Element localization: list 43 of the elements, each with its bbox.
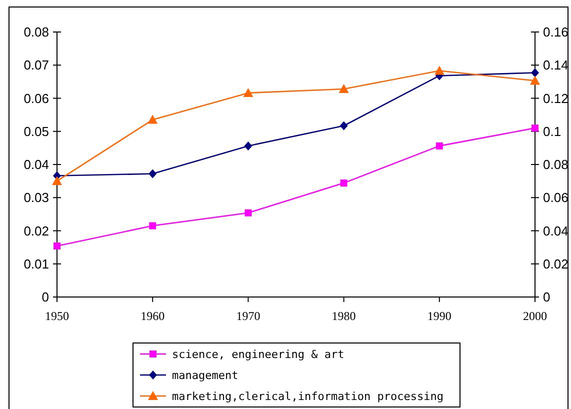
y2-tick-label: 0.14 — [543, 58, 568, 73]
y-tick-label: 0.08 — [24, 24, 49, 40]
y-tick-label: 0.05 — [24, 124, 49, 139]
y-tick-label: 0.06 — [24, 90, 49, 106]
y2-tick-label: 0.04 — [543, 223, 568, 238]
point — [532, 124, 538, 132]
point — [52, 176, 62, 186]
y2-tick-label: 0.02 — [543, 256, 568, 272]
legend-label: science, engineering & art — [172, 348, 344, 361]
legend-label: marketing,clerical,information processing — [172, 390, 444, 403]
y2-tick-label: 0.08 — [543, 157, 568, 172]
x-tick-label: 1980 — [332, 309, 356, 323]
point — [149, 222, 156, 230]
point — [244, 209, 252, 216]
y2-tick-label: 0 — [543, 290, 550, 305]
point — [338, 84, 349, 93]
x-tick-label: 1970 — [236, 309, 260, 323]
x-tick-label: 1960 — [140, 309, 165, 323]
legend-label: management — [172, 368, 238, 382]
point — [244, 141, 252, 150]
point — [531, 68, 539, 78]
y-tick-label: 0.07 — [24, 58, 49, 73]
point — [148, 114, 158, 124]
y2-tick-label: 0.12 — [543, 90, 568, 106]
x-tick-label: 2000 — [523, 309, 547, 323]
y-tick-label: 0.04 — [24, 157, 49, 172]
point — [54, 242, 60, 250]
x-tick-label: 1950 — [45, 309, 69, 323]
y-tick-label: 0.03 — [24, 190, 49, 206]
point — [340, 121, 348, 130]
y2-tick-label: 0.16 — [543, 24, 568, 40]
x-tick-label: 1990 — [427, 309, 452, 323]
point — [434, 66, 444, 75]
y2-tick-label: 0.1 — [543, 124, 562, 139]
point — [243, 88, 254, 97]
point — [148, 169, 157, 178]
point — [340, 180, 348, 187]
point — [530, 76, 540, 85]
y-tick-label: 0 — [42, 290, 49, 305]
y2-tick-label: 0.06 — [543, 190, 568, 206]
y-tick-label: 0.02 — [24, 223, 49, 238]
y-tick-label: 0.01 — [24, 256, 49, 272]
point — [436, 142, 443, 150]
